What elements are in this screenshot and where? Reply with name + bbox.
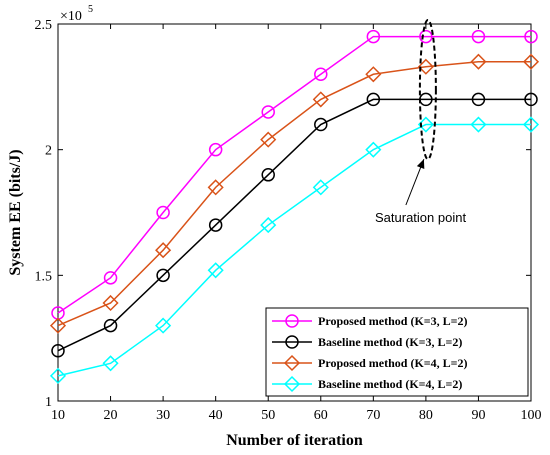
x-tick-label: 10 [51, 408, 65, 423]
legend-marker-4 [283, 375, 301, 393]
x-tick-label: 90 [471, 408, 485, 423]
data-point-series-1 [366, 29, 381, 44]
legend-box [265, 307, 529, 397]
data-point-series-1 [314, 67, 328, 82]
data-point-series-4 [522, 116, 540, 133]
legend-label-3: Proposed method (K=4, L=2) [318, 356, 467, 370]
x-tick-label: 30 [156, 408, 170, 423]
legend-marker-3 [283, 354, 301, 372]
data-point-series-1 [471, 29, 486, 44]
data-point-series-2 [471, 92, 486, 107]
data-point-series-2 [51, 343, 65, 358]
series-line-4 [57, 123, 531, 377]
data-point-series-3 [207, 179, 224, 196]
data-point-series-3 [49, 317, 67, 334]
x-tick-label: 100 [521, 408, 542, 423]
data-point-series-2 [314, 117, 328, 132]
data-point-series-4 [260, 217, 277, 234]
data-point-series-2 [524, 92, 538, 107]
data-point-series-3 [102, 294, 119, 312]
data-point-series-2 [156, 268, 170, 283]
data-point-series-1 [103, 271, 118, 285]
data-point-series-4 [102, 355, 119, 372]
legend-label-1: Proposed method (K=3, L=2) [318, 314, 467, 328]
data-point-series-2 [103, 318, 118, 333]
x-tick-label: 50 [261, 408, 275, 423]
data-point-series-1 [261, 105, 275, 119]
legend-marker-2 [285, 335, 299, 349]
plot-area: 10 20 30 40 50 60 70 80 90 100 1 1.5 2 2.5 Proposed me… [35, 18, 542, 423]
y-axis-title: System EE (bits/J) [7, 149, 24, 275]
x-tick-label: 40 [209, 408, 223, 423]
data-point-series-1 [419, 29, 433, 44]
legend-marker-1 [285, 314, 299, 328]
saturation-ellipse [418, 19, 437, 161]
data-point-series-4 [49, 367, 67, 384]
data-point-series-4 [417, 116, 434, 133]
y-multiplier-exponent: 5 [88, 4, 93, 15]
data-point-series-3 [312, 91, 329, 108]
series-line-3 [57, 60, 531, 327]
x-axis-title: Number of iteration [226, 432, 363, 449]
data-point-series-3 [470, 53, 487, 70]
x-tick-label: 20 [104, 408, 118, 423]
data-point-series-2 [261, 168, 275, 182]
saturation-point-annotation: Saturation point [375, 210, 466, 225]
data-point-series-3 [155, 242, 172, 259]
series-line-1 [57, 35, 531, 314]
data-point-series-4 [207, 262, 224, 279]
y-tick-label: 2.5 [35, 18, 53, 33]
y-multiplier-label: ×10 [60, 9, 82, 24]
x-tick-label: 70 [366, 408, 380, 423]
data-point-series-4 [312, 179, 329, 196]
data-point-series-4 [155, 317, 172, 334]
y-tick-label: 2 [45, 144, 52, 159]
annotation-arrowhead [416, 159, 425, 169]
data-point-series-3 [260, 131, 277, 148]
data-point-series-1 [208, 142, 223, 157]
series-line-2 [57, 98, 531, 352]
legend-label-4: Baseline method (K=4, L=2) [318, 377, 462, 391]
data-point-series-3 [365, 66, 382, 83]
legend-label-2: Baseline method (K=3, L=2) [318, 335, 462, 349]
data-point-series-2 [208, 218, 223, 232]
data-point-series-4 [365, 141, 382, 158]
data-point-series-2 [366, 92, 381, 107]
data-point-series-1 [156, 205, 170, 220]
y-tick-label: 1 [45, 395, 52, 410]
data-point-series-4 [470, 116, 487, 133]
y-tick-label: 1.5 [35, 269, 53, 284]
data-point-series-1 [524, 29, 538, 44]
x-tick-label: 80 [419, 408, 433, 423]
data-point-series-3 [522, 53, 540, 70]
x-tick-label: 60 [314, 408, 328, 423]
data-point-series-3 [417, 58, 434, 75]
